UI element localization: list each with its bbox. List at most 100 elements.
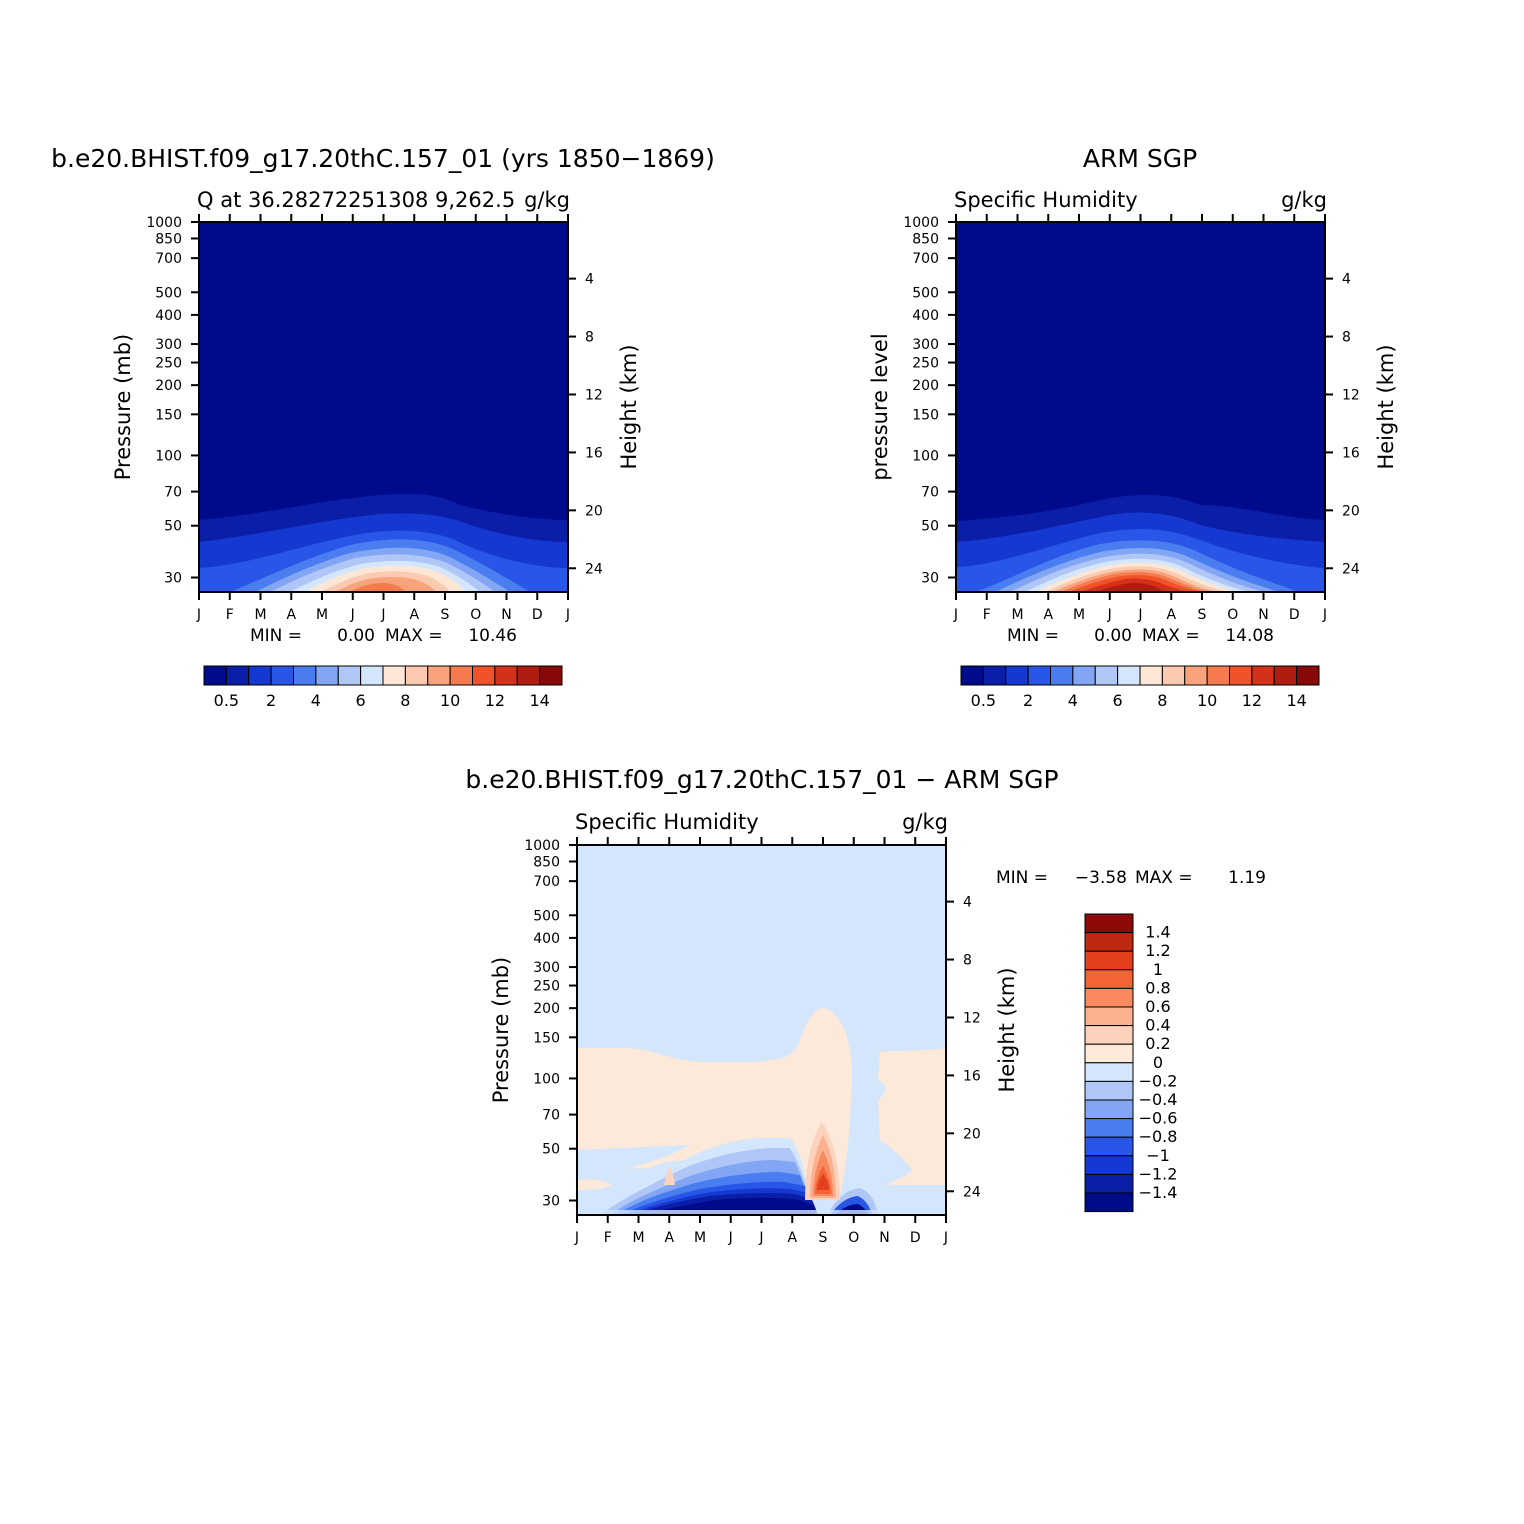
colorbar-swatch <box>248 665 272 686</box>
y-tick-label: 1000 <box>524 838 560 854</box>
x-tick-label: J <box>380 607 385 623</box>
x-tick-label: J <box>196 607 201 623</box>
x-tick-label: M <box>254 607 266 623</box>
y-tick-label: 30 <box>921 570 939 586</box>
colorbar-swatch <box>404 665 429 686</box>
y-tick-label: 700 <box>533 874 560 890</box>
colorbar-swatch <box>427 665 451 686</box>
colorbar-swatch <box>1117 665 1141 686</box>
y-tick-label: 250 <box>533 979 560 995</box>
panel-model-axes: J F M A M J J A S O N D J 30 50 70 100 150 200 250 300 400 500… <box>146 214 603 623</box>
colorbar-swatch <box>1005 665 1029 686</box>
x-tick-label: J <box>728 1230 733 1246</box>
panel-diff-min-value: −3.58 <box>1075 868 1127 888</box>
colorbar-swatch <box>1084 1025 1134 1045</box>
panel-diff-max-value: 1.19 <box>1228 868 1266 888</box>
colorbar-swatch <box>982 665 1007 686</box>
x-tick-label: O <box>1227 607 1238 623</box>
y-tick-label: 850 <box>533 854 560 870</box>
panel-obs-max-value: 14.08 <box>1225 626 1274 646</box>
x-tick-label: F <box>604 1230 612 1246</box>
colorbar-swatch <box>1084 1006 1134 1027</box>
colorbar-label: 0.4 <box>1145 1016 1170 1035</box>
panel-diff-left-subtitle: Specific Humidity <box>575 810 759 834</box>
x-tick-label: A <box>1043 607 1053 623</box>
x-tick-label: N <box>501 607 511 623</box>
x-tick-label: M <box>632 1230 644 1246</box>
panel-model: b.e20.BHIST.f09_g17.20thC.157_01 (yrs 18… <box>51 144 715 710</box>
x-tick-label: J <box>1107 607 1112 623</box>
panel-obs-units: g/kg <box>1281 188 1327 212</box>
x-tick-label: N <box>1258 607 1268 623</box>
colorbar-swatch <box>1161 665 1186 686</box>
x-tick-label: J <box>758 1230 763 1246</box>
y-tick-label: 850 <box>155 231 182 247</box>
panel-diff-contours <box>577 845 946 1215</box>
colorbar-swatch <box>270 665 294 686</box>
colorbar-label: 6 <box>356 691 366 710</box>
y-tick-label: 400 <box>533 931 560 947</box>
panel-obs-max-label: MAX = <box>1142 626 1200 646</box>
x-tick-label: O <box>848 1230 859 1246</box>
colorbar-label: 0.8 <box>1145 978 1170 997</box>
colorbar-label: 10 <box>1197 691 1217 710</box>
colorbar-label: −1 <box>1146 1146 1170 1165</box>
x-tick-label: S <box>819 1230 828 1246</box>
colorbar-swatch <box>1084 987 1134 1008</box>
y-tick-label: 50 <box>542 1142 560 1158</box>
x-tick-label: D <box>910 1230 921 1246</box>
y-right-tick-label: 8 <box>1342 330 1351 346</box>
colorbar-label: 2 <box>266 691 276 710</box>
colorbar-swatch <box>1072 665 1096 686</box>
x-tick-label: S <box>1198 607 1207 623</box>
y-tick-label: 30 <box>164 570 182 586</box>
colorbar-swatch <box>337 665 362 686</box>
y-tick-label: 70 <box>164 485 182 501</box>
colorbar-swatch <box>1027 665 1051 686</box>
colorbar-swatch <box>293 665 317 686</box>
y-tick-label: 50 <box>921 519 939 535</box>
colorbar-swatch <box>516 665 541 686</box>
y-tick-label: 1000 <box>903 215 939 231</box>
y-right-tick-label: 8 <box>585 330 594 346</box>
colorbar-swatch <box>203 665 227 686</box>
x-tick-label: J <box>953 607 958 623</box>
colorbar-label: −0.6 <box>1139 1109 1178 1128</box>
colorbar-swatch <box>1084 1192 1134 1213</box>
panel-obs-min-value: 0.00 <box>1094 626 1132 646</box>
colorbar-swatch <box>1094 665 1119 686</box>
colorbar-swatch <box>960 665 984 686</box>
y-tick-label: 50 <box>164 519 182 535</box>
y-tick-label: 100 <box>912 448 939 464</box>
x-tick-label: J <box>943 1230 948 1246</box>
panel-diff-ylabel-right: Height (km) <box>995 967 1019 1092</box>
x-tick-label: J <box>565 607 570 623</box>
colorbar-swatch <box>1084 1080 1134 1101</box>
x-tick-label: F <box>226 607 234 623</box>
panel-obs-ylabel-right: Height (km) <box>1374 344 1398 469</box>
y-tick-label: 300 <box>912 337 939 353</box>
x-tick-label: J <box>574 1230 579 1246</box>
colorbar-label: 10 <box>440 691 460 710</box>
colorbar-swatch <box>1084 1062 1134 1082</box>
colorbar-label: 14 <box>529 691 549 710</box>
colorbar-swatch <box>225 665 250 686</box>
contour-fill <box>350 583 405 592</box>
colorbar-label: 0.5 <box>971 691 996 710</box>
y-tick-label: 100 <box>533 1071 560 1087</box>
x-tick-label: D <box>1289 607 1300 623</box>
x-tick-label: M <box>694 1230 706 1246</box>
x-tick-label: J <box>350 607 355 623</box>
panel-diff-axes: J F M A M J J A S O N D J 30 50 70 100 150 200 250 300 400 500… <box>524 837 981 1246</box>
contour-fill <box>577 1108 795 1150</box>
x-tick-label: J <box>1322 607 1327 623</box>
contour-fill <box>817 1174 829 1190</box>
panel-diff-title: b.e20.BHIST.f09_g17.20thC.157_01 − ARM S… <box>465 765 1058 794</box>
colorbar-swatch <box>1084 1118 1134 1138</box>
contour-fill <box>577 1179 612 1190</box>
colorbar-label: −0.8 <box>1139 1127 1178 1146</box>
y-right-tick-label: 8 <box>963 953 972 969</box>
panel-model-ylabel: Pressure (mb) <box>111 334 135 481</box>
panel-obs: ARM SGP Specific Humidity g/kg J F M A M J J A S… <box>868 144 1398 710</box>
y-tick-label: 150 <box>912 407 939 423</box>
